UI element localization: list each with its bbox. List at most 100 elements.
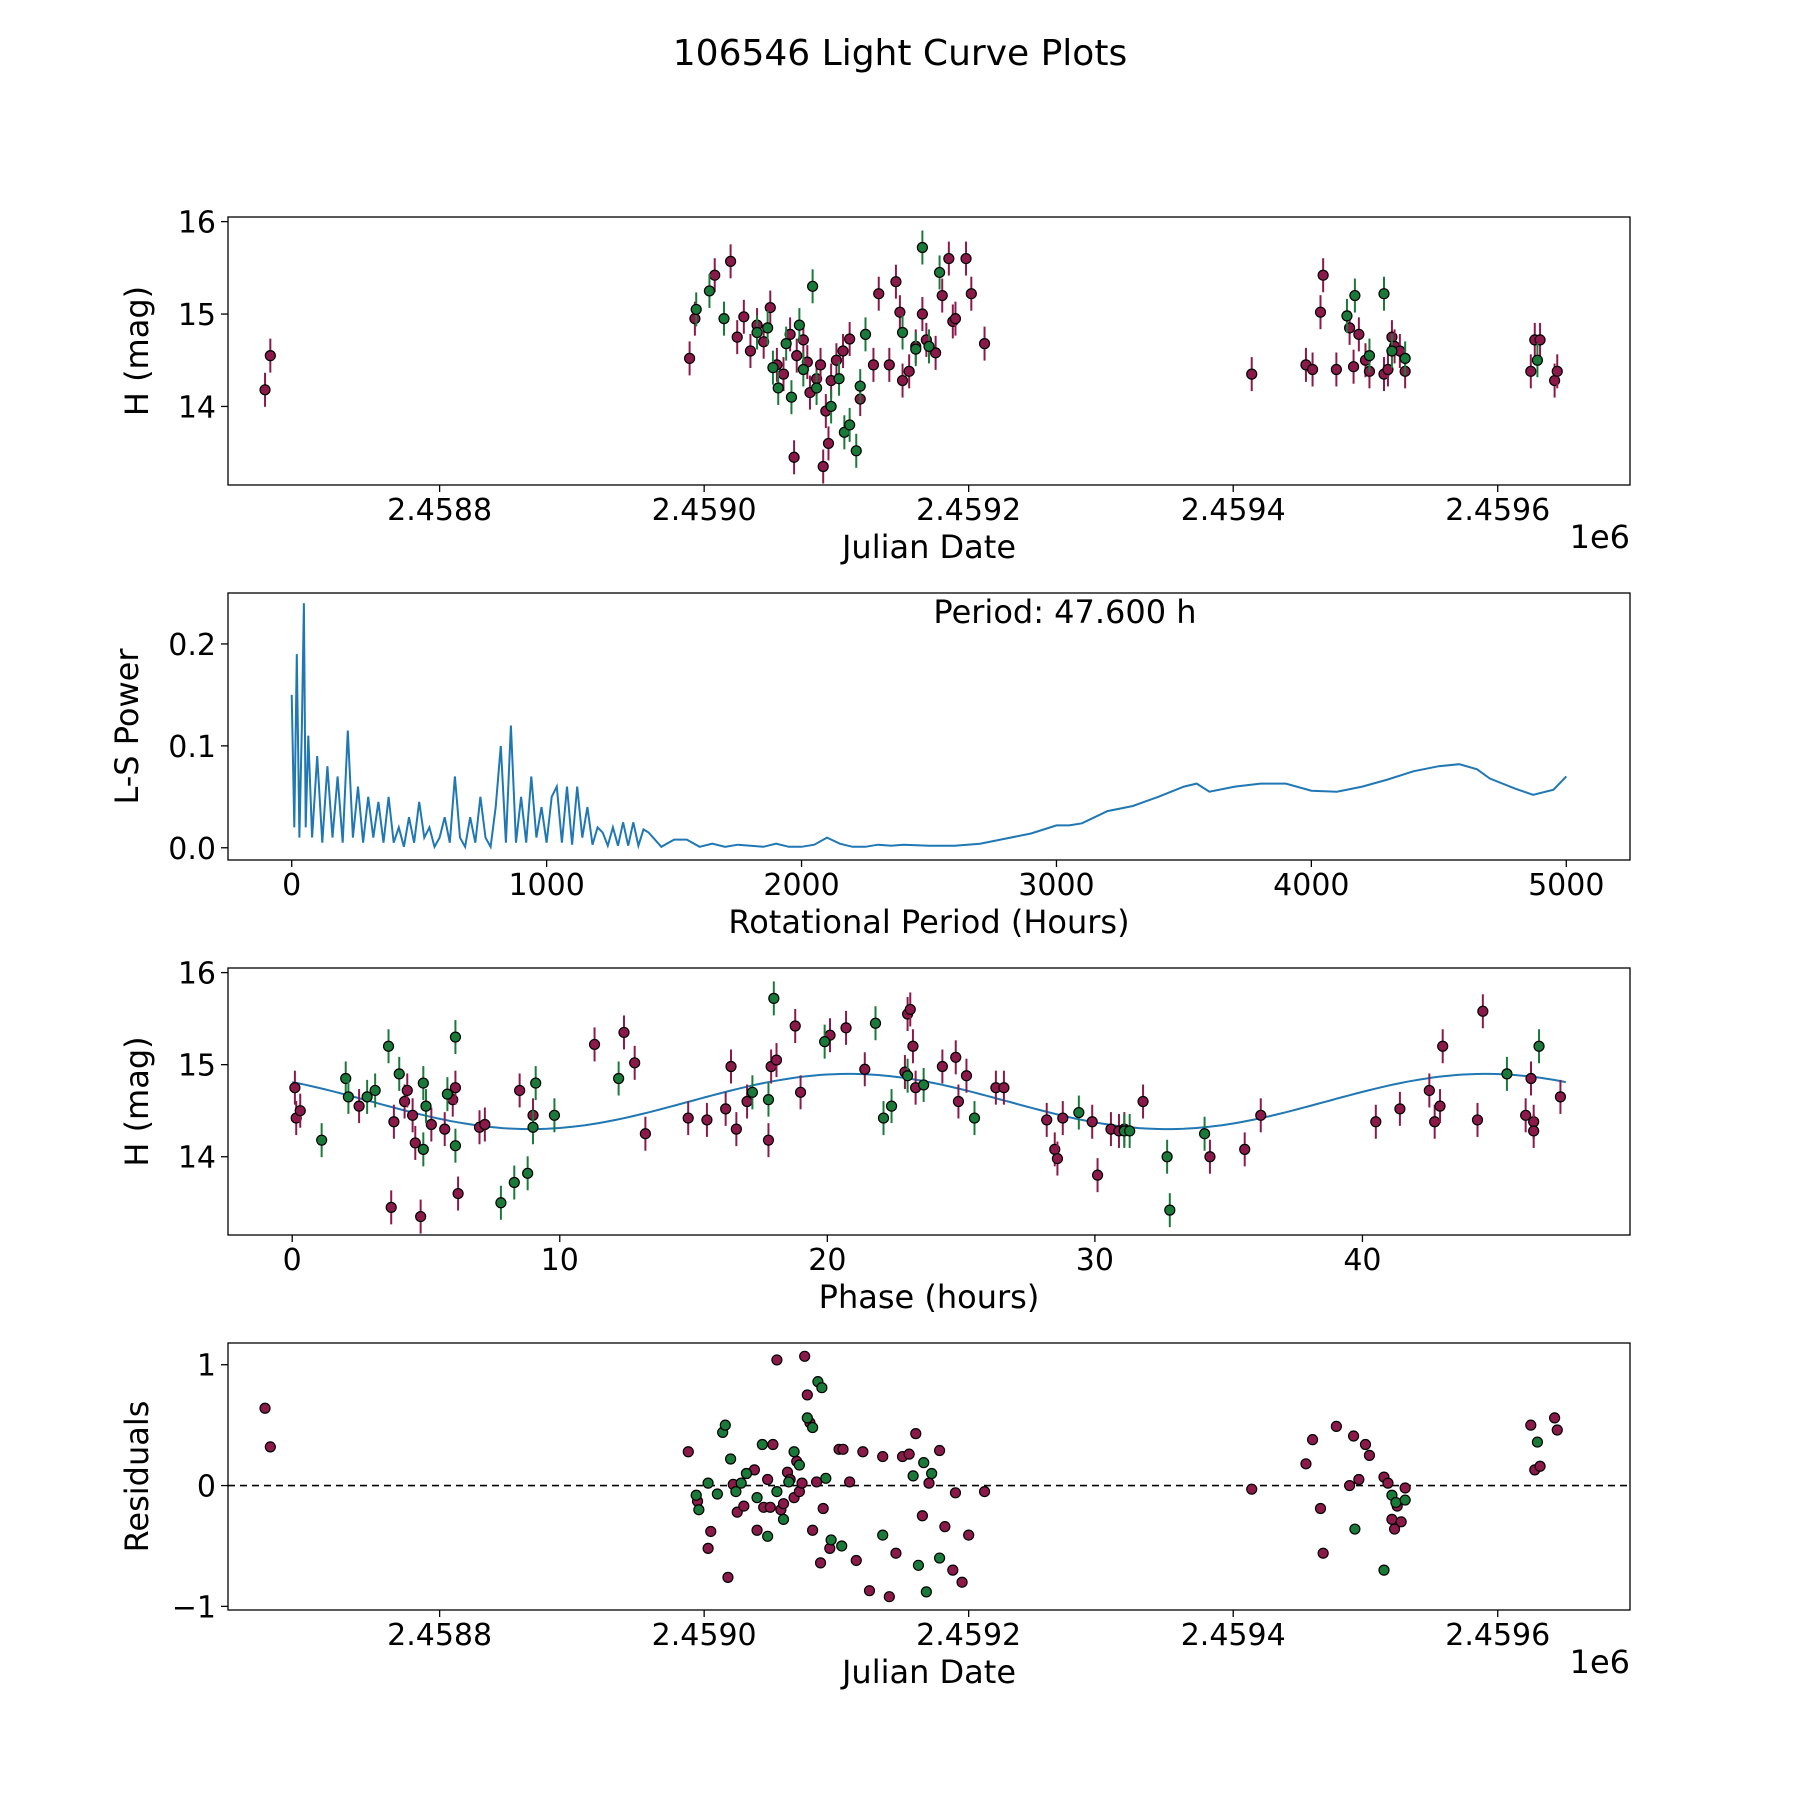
data-point [777, 1498, 790, 1510]
data-point [722, 1571, 734, 1583]
data-point [385, 1201, 397, 1213]
data-point [844, 419, 856, 431]
lightcurve-xtick-label: 2.4588 [387, 493, 492, 528]
data-point [822, 437, 835, 450]
data-point [963, 1529, 975, 1541]
data-point [1399, 352, 1411, 364]
residuals-ytick-label: 0 [197, 1470, 216, 1505]
data-point [918, 1457, 930, 1469]
data-point [949, 1487, 962, 1499]
data-point [1091, 1169, 1104, 1181]
data-point [923, 340, 935, 352]
data-point [1363, 350, 1376, 362]
data-point [705, 1525, 717, 1538]
data-point [495, 1197, 507, 1209]
data-point [791, 350, 803, 362]
data-point [857, 1446, 869, 1458]
data-point [1041, 1114, 1053, 1126]
periodogram-line [290, 603, 1568, 850]
data-point [1437, 1040, 1449, 1052]
data-point [1353, 1473, 1365, 1486]
data-point [1330, 1420, 1342, 1432]
data-point [825, 1534, 837, 1546]
data-point [1317, 269, 1329, 281]
data-point [903, 365, 915, 377]
residuals-xtick-label: 2.4590 [652, 1618, 757, 1653]
data-point [689, 313, 701, 325]
data-point [904, 1003, 916, 1016]
residuals-xtick-label: 2.4596 [1445, 1618, 1550, 1653]
data-point [912, 1559, 925, 1571]
data-point [1239, 1143, 1251, 1155]
data-point [885, 1100, 898, 1112]
data-point [762, 1530, 774, 1542]
data-point [711, 1488, 723, 1500]
data-point [1534, 334, 1546, 346]
data-point [738, 1500, 750, 1512]
phased-ytick-label: 15 [178, 1049, 216, 1084]
data-point [933, 266, 946, 279]
data-point [1164, 1204, 1176, 1216]
data-point [837, 345, 849, 357]
data-point [903, 1448, 915, 1460]
data-point [259, 384, 271, 396]
data-point [777, 368, 790, 380]
lightcurve-xlabel: Julian Date [840, 528, 1016, 566]
data-point [1051, 1152, 1064, 1165]
data-point [1330, 363, 1342, 376]
phased-ylabel: H (mag) [118, 1036, 156, 1166]
data-point [1347, 361, 1360, 373]
data-point [425, 1118, 437, 1131]
data-point [794, 1086, 807, 1098]
data-point [449, 1031, 462, 1043]
data-point [1349, 1523, 1361, 1535]
lightcurve-panel: 2.4588 2.4590 2.4592 2.4594 2.4596 14 15 16 Juli… [118, 206, 1631, 566]
data-point [588, 1038, 601, 1051]
data-point [1399, 1494, 1411, 1506]
data-point [810, 1476, 823, 1488]
periodogram-xtick-label: 0 [282, 868, 301, 903]
lightcurve-xtick-label: 2.4590 [652, 493, 757, 528]
data-point [894, 306, 906, 318]
data-point [738, 311, 750, 323]
data-point [702, 1542, 714, 1554]
data-point [720, 1103, 732, 1115]
data-point [361, 1091, 373, 1103]
data-point [907, 1040, 919, 1052]
data-point [762, 1094, 775, 1106]
data-point [1520, 1109, 1532, 1121]
lightcurve-ytick-label: 15 [178, 298, 216, 333]
phased-xtick-label: 0 [283, 1243, 302, 1278]
data-point [393, 1068, 405, 1080]
phased-xtick-label: 30 [1076, 1243, 1114, 1278]
data-point [916, 241, 928, 254]
data-point [877, 1112, 890, 1124]
data-point [810, 382, 823, 394]
data-point [1554, 1091, 1567, 1103]
data-point [409, 1137, 421, 1149]
data-point [901, 1070, 914, 1082]
periodogram-xtick-label: 1000 [508, 868, 584, 903]
data-point [1501, 1068, 1513, 1080]
data-point [1306, 1434, 1319, 1446]
lightcurve-frame [227, 216, 1631, 486]
data-point [814, 1557, 827, 1569]
data-point [771, 1354, 783, 1366]
data-point [1086, 1116, 1098, 1128]
data-point [1386, 1513, 1398, 1525]
data-point [514, 1084, 526, 1097]
data-point [960, 252, 972, 265]
data-point [751, 1524, 763, 1536]
data-point [1317, 1547, 1329, 1559]
data-point [877, 1529, 889, 1541]
data-point [353, 1100, 365, 1112]
data-point [725, 1453, 737, 1465]
phased-frame [227, 967, 1631, 1236]
periodogram-xtick-label: 4000 [1273, 868, 1349, 903]
data-point [819, 1036, 831, 1048]
periodogram-panel: 0 1000 2000 3000 4000 5000 0.0 0.1 0.2 Rotational… [108, 592, 1631, 941]
data-point [883, 1591, 895, 1603]
data-point [772, 382, 784, 394]
data-point [869, 1017, 882, 1029]
data-point [916, 308, 928, 320]
